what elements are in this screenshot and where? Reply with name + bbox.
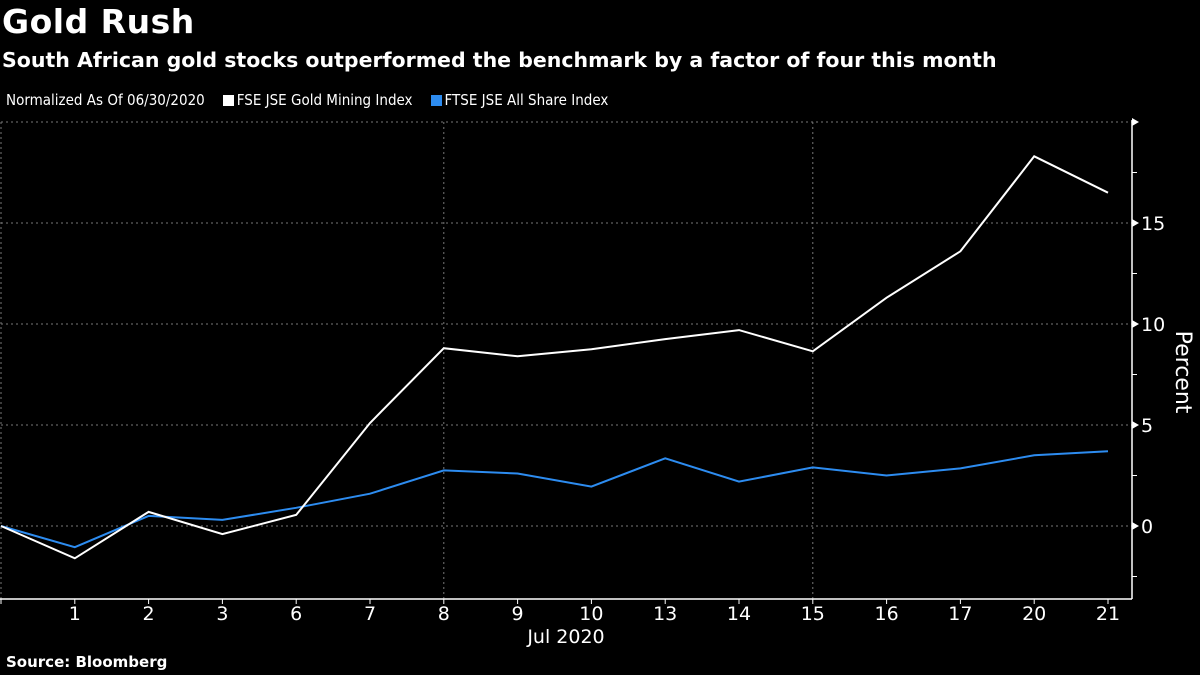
y-tick xyxy=(1132,421,1139,429)
tick-labels: 0 5 10 15 1 2 3 6 7 8 9 10 13 14 15 16 17 20 21 xyxy=(69,213,1165,625)
source-note: Source: Bloomberg xyxy=(6,653,168,671)
x-tick-label: 8 xyxy=(438,603,450,625)
chart-subtitle: South African gold stocks outperformed t… xyxy=(2,48,997,72)
series-lines xyxy=(0,155,1109,560)
y-axis-arrow xyxy=(1132,118,1139,126)
y-tick-label: 15 xyxy=(1141,213,1165,235)
y-axis-label: Percent xyxy=(1170,331,1195,414)
y-tick-label: 0 xyxy=(1141,516,1153,538)
gridlines xyxy=(0,121,1132,599)
x-tick-label: 6 xyxy=(290,603,302,625)
x-axis-label: Jul 2020 xyxy=(526,626,604,648)
x-tick-label: 9 xyxy=(512,603,524,625)
x-tick-label: 13 xyxy=(653,603,677,625)
x-tick-label: 1 xyxy=(69,603,81,625)
y-tick xyxy=(1132,219,1139,227)
legend-swatch-all-share xyxy=(430,94,442,106)
legend-label-gold-mining: FSE JSE Gold Mining Index xyxy=(236,91,413,109)
x-tick-label: 10 xyxy=(579,603,603,625)
y-tick xyxy=(1132,320,1139,328)
legend-item-all-share: FTSE JSE All Share Index xyxy=(430,89,609,111)
y-tick xyxy=(1132,522,1139,530)
y-tick-label: 10 xyxy=(1141,314,1165,336)
legend: Normalized As Of 06/30/2020 FSE JSE Gold… xyxy=(6,89,626,111)
x-tick-label: 2 xyxy=(143,603,155,625)
chart-title: Gold Rush xyxy=(2,2,195,41)
x-tick-label: 3 xyxy=(216,603,228,625)
x-tick-label: 15 xyxy=(801,603,825,625)
axes xyxy=(0,118,1139,604)
legend-item-gold-mining: FSE JSE Gold Mining Index xyxy=(222,89,413,111)
y-tick-label: 5 xyxy=(1141,415,1153,437)
legend-note: Normalized As Of 06/30/2020 xyxy=(6,91,205,109)
series-line-gold-mining xyxy=(0,155,1109,560)
x-tick-label: 20 xyxy=(1022,603,1046,625)
x-tick-label: 14 xyxy=(727,603,751,625)
x-tick-label: 21 xyxy=(1096,603,1120,625)
x-tick-label: 16 xyxy=(875,603,899,625)
x-tick-label: 7 xyxy=(364,603,376,625)
x-tick-label: 17 xyxy=(948,603,972,625)
legend-label-all-share: FTSE JSE All Share Index xyxy=(444,91,609,109)
series-line-all-share xyxy=(0,450,1109,549)
legend-swatch-gold-mining xyxy=(222,94,234,106)
